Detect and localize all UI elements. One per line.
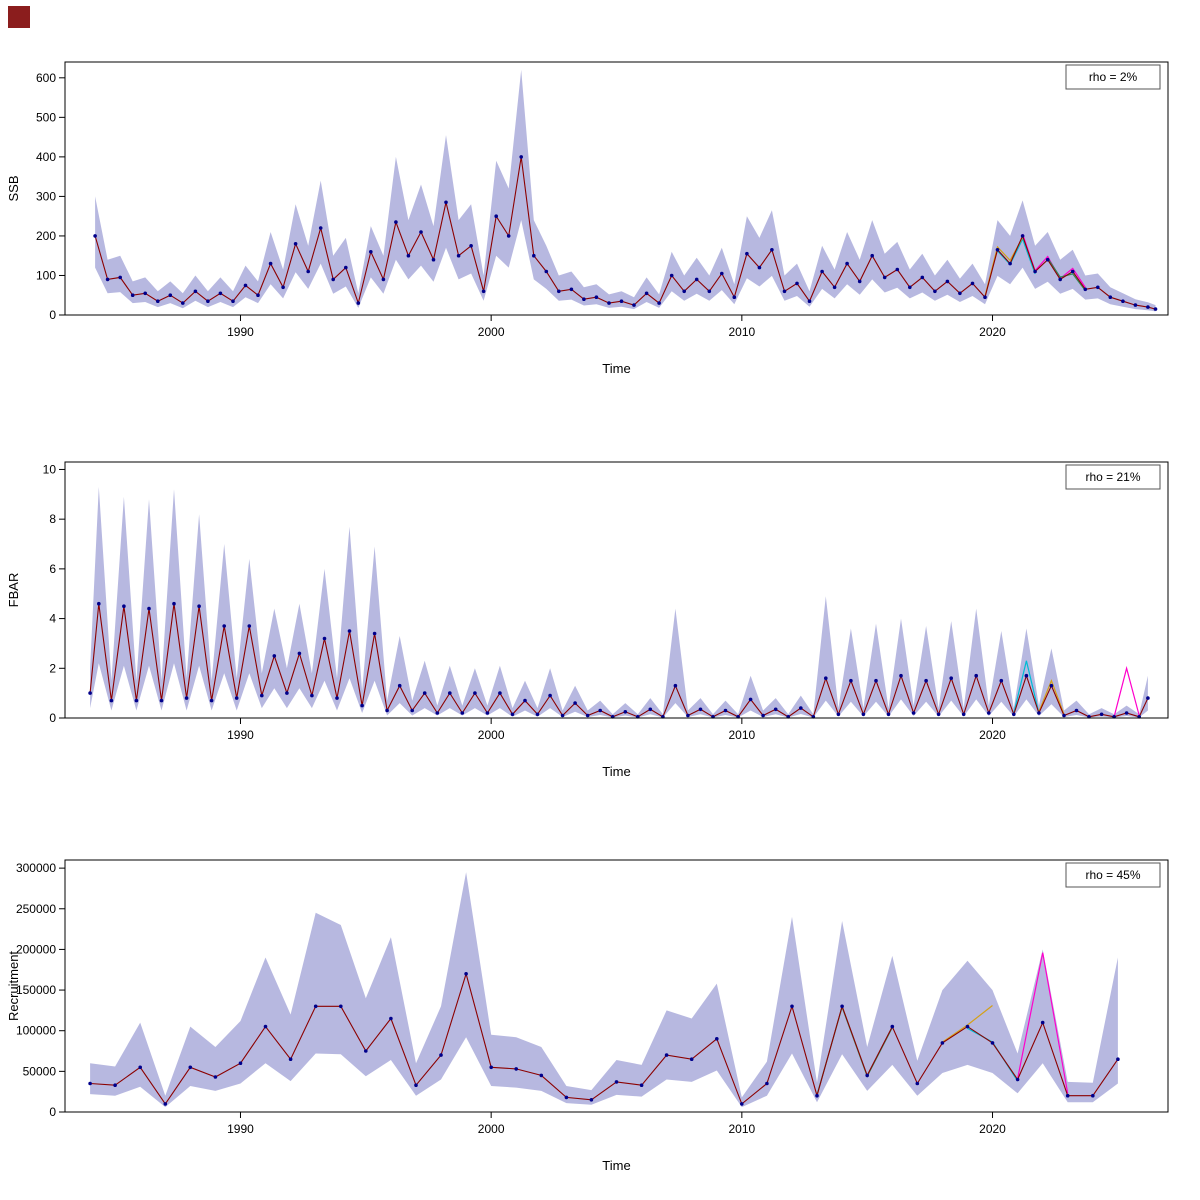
fbar-confidence-band (90, 486, 1148, 718)
fbar-y-tick-label: 0 (49, 711, 56, 725)
recruitment-y-tick-label: 100000 (16, 1024, 56, 1038)
ssb-y-tick-label: 400 (36, 150, 56, 164)
fbar-rho-label: rho = 21% (1085, 470, 1140, 484)
recruitment-y-tick-label: 150000 (16, 983, 56, 997)
recruitment-y-axis-title: Recruitment (6, 951, 21, 1021)
ssb-plot-frame (64, 61, 1169, 316)
fbar-panel: 1990 2000 2010 2020 0 2 4 6 8 10 FBAR Time rho = 21% (6, 461, 1169, 779)
fbar-y-tick-label: 10 (43, 462, 57, 476)
ssb-y-tick-label: 0 (49, 308, 56, 322)
recruitment-x-tick-label: 2000 (478, 1122, 505, 1136)
recruitment-panel: 1990 2000 2010 2020 0 50000 100000 150000 200000… (6, 859, 1169, 1173)
ssb-y-tick-label: 600 (36, 71, 56, 85)
ssb-data-points (93, 155, 1158, 311)
fbar-y-tick-label: 2 (49, 661, 56, 675)
recruitment-y-tick-label: 250000 (16, 902, 56, 916)
ssb-panel: 1990 2000 2010 2020 0 100 200 300 400 500 600 SSB Ti… (6, 61, 1169, 376)
ssb-x-tick-label: 2010 (728, 325, 755, 339)
fbar-median-line (89, 603, 1149, 718)
recruitment-median-line (90, 971, 1119, 1105)
recruitment-y-tick-label: 50000 (23, 1064, 57, 1078)
recruitment-confidence-band (90, 872, 1118, 1108)
recruitment-y-tick-label: 0 (49, 1105, 56, 1119)
fbar-peel-line-1 (1013, 660, 1040, 714)
recruitment-peel-line-1 (1017, 952, 1069, 1094)
fbar-y-tick-label: 4 (49, 612, 56, 626)
recruitment-y-tick-label: 300000 (16, 861, 56, 875)
recruitment-rho-label: rho = 45% (1085, 868, 1140, 882)
ssb-y-axis-title: SSB (6, 175, 21, 201)
ssb-rho-label: rho = 2% (1089, 70, 1138, 84)
fbar-peel-line-0 (1113, 665, 1140, 717)
fbar-y-tick-label: 6 (49, 562, 56, 576)
fbar-rho-box (1065, 464, 1161, 490)
ssb-y-tick-label: 500 (36, 110, 56, 124)
fbar-y-tick-label: 8 (49, 512, 56, 526)
ssb-x-tick-label: 2020 (979, 325, 1006, 339)
ssb-y-tick-label: 200 (36, 229, 56, 243)
recruitment-x-axis-title: Time (602, 1158, 630, 1173)
recruitment-x-tick-label: 2020 (979, 1122, 1006, 1136)
ssb-y-tick-label: 300 (36, 189, 56, 203)
ssb-y-tick-label: 100 (36, 268, 56, 282)
fbar-plot-frame (64, 461, 1169, 719)
recruitment-plot-frame (64, 859, 1169, 1113)
fbar-peel-line-2 (1038, 679, 1065, 715)
ssb-x-axis-title: Time (602, 361, 630, 376)
ssb-median-line (94, 156, 1156, 310)
ssb-x-tick-label: 2000 (478, 325, 505, 339)
fbar-x-tick-label: 2000 (478, 728, 505, 742)
ssb-x-tick-label: 1990 (227, 325, 254, 339)
fbar-x-tick-label: 2010 (728, 728, 755, 742)
ssb-confidence-band (95, 69, 1156, 312)
ssb-peel-line-1 (997, 237, 1036, 275)
recruitment-y-tick-label: 200000 (16, 942, 56, 956)
fbar-y-axis-title: FBAR (6, 573, 21, 608)
fbar-x-axis-title: Time (602, 764, 630, 779)
corner-mark (8, 6, 30, 28)
fbar-x-tick-label: 1990 (227, 728, 254, 742)
recruitment-rho-box (1065, 862, 1161, 888)
recruitment-x-tick-label: 2010 (728, 1122, 755, 1136)
recruitment-data-points (88, 972, 1120, 1106)
recruitment-x-tick-label: 1990 (227, 1122, 254, 1136)
ssb-rho-box (1065, 64, 1161, 90)
fbar-x-tick-label: 2020 (979, 728, 1006, 742)
